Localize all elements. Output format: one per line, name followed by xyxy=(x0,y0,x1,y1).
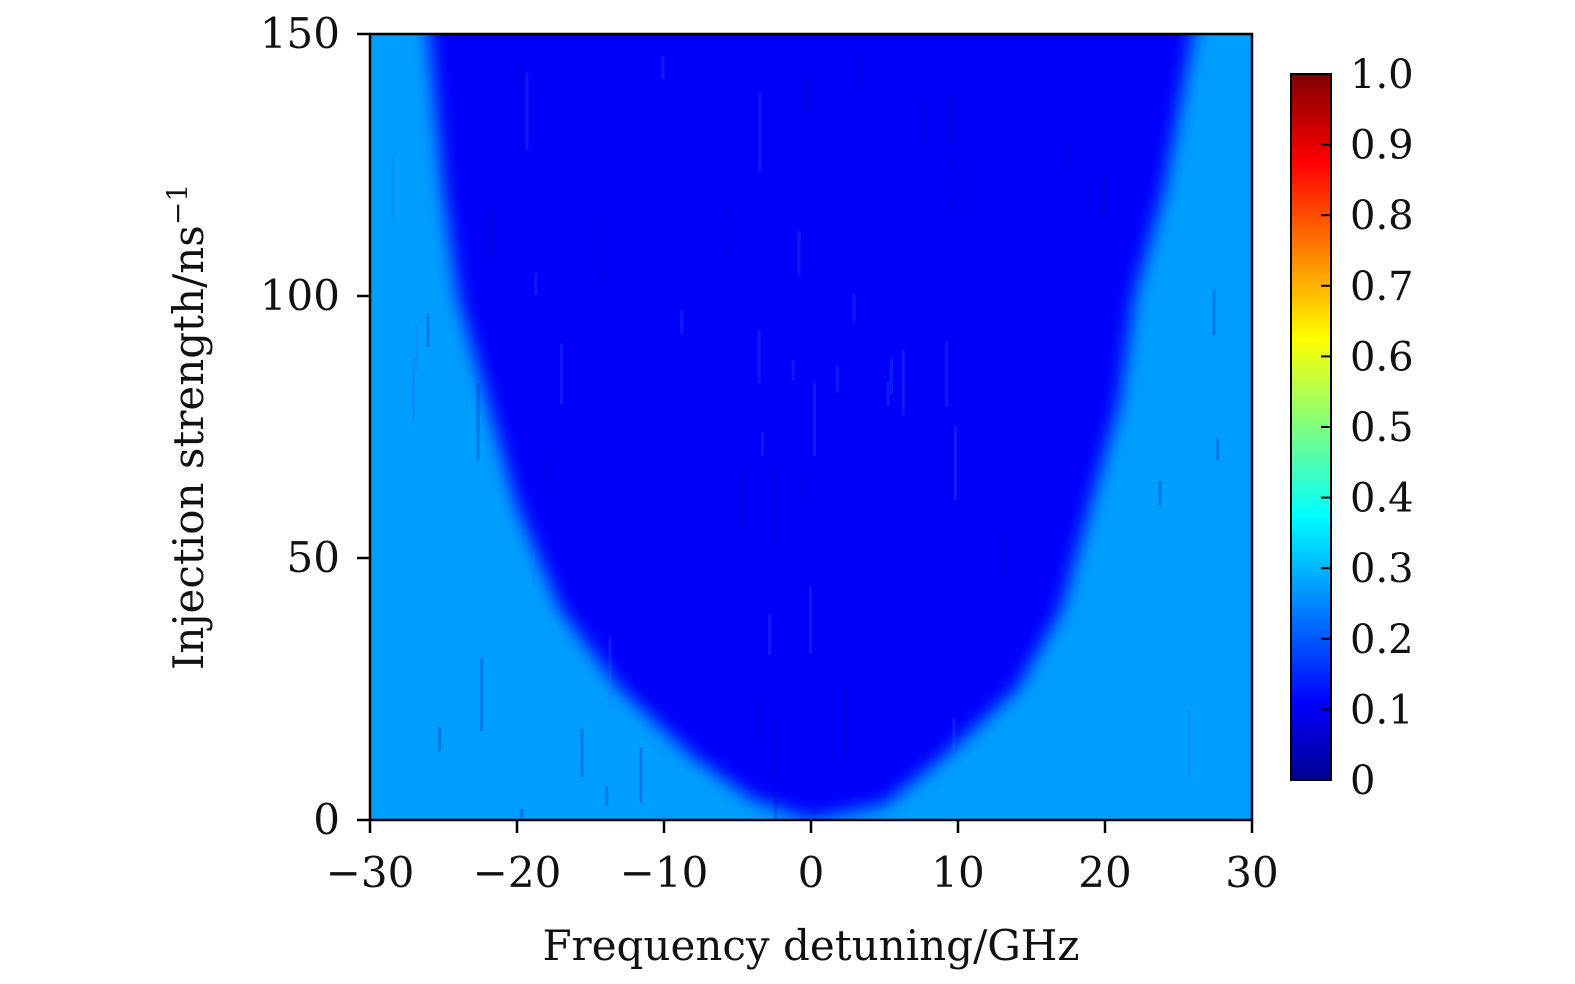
heatmap-streak xyxy=(680,309,684,334)
heatmap-streak xyxy=(739,466,743,527)
heatmap-streak xyxy=(1212,289,1216,336)
heatmap-streak xyxy=(945,341,949,407)
heatmap-streak xyxy=(412,358,415,419)
heatmap-streak xyxy=(889,356,893,394)
y-tick-label: 150 xyxy=(260,9,340,58)
colorbar-tick-label: 0.3 xyxy=(1350,546,1414,592)
heatmap-streak xyxy=(1216,438,1220,461)
x-axis-title: Frequency detuning/GHz xyxy=(542,921,1079,970)
heatmap-streak xyxy=(835,365,839,393)
heatmap-streak xyxy=(758,93,762,172)
heatmap-streak xyxy=(760,432,764,457)
y-axis-title-main: Injection strength/ns xyxy=(164,225,213,670)
heatmap-streak xyxy=(768,614,772,655)
x-tick-label: −20 xyxy=(473,848,562,897)
heatmap-streak xyxy=(580,728,584,778)
heatmap-texture xyxy=(391,52,1220,820)
heatmap-streak xyxy=(1187,710,1191,776)
x-tick-label: 30 xyxy=(1225,848,1278,897)
x-tick-label: 20 xyxy=(1078,848,1131,897)
heatmap-streak xyxy=(1067,141,1071,172)
heatmap-low-region xyxy=(428,34,1194,820)
heatmap-streak xyxy=(772,719,776,775)
colorbar-tick-label: 0.9 xyxy=(1350,123,1414,169)
heatmap-streak xyxy=(859,52,863,93)
colorbar-tick-label: 0.5 xyxy=(1350,405,1414,451)
colorbar-tick-label: 1.0 xyxy=(1350,52,1414,98)
heatmap-streak xyxy=(962,158,966,212)
x-tick-label: 0 xyxy=(798,848,825,897)
heatmap-streak xyxy=(886,380,890,407)
colorbar-tick-label: 0.8 xyxy=(1350,193,1414,239)
heatmap-streak xyxy=(772,468,776,543)
heatmap-streak xyxy=(608,636,612,709)
heatmap-streak xyxy=(850,812,854,820)
heatmap-streak xyxy=(415,324,419,372)
colorbar-tick-label: 0.6 xyxy=(1350,334,1414,380)
x-tick-label: −10 xyxy=(620,848,709,897)
heatmap-streak xyxy=(1002,536,1006,573)
heatmap-streak xyxy=(805,74,809,112)
heatmap-streak xyxy=(843,687,847,758)
heatmap-streak xyxy=(727,209,731,253)
heatmap-streak xyxy=(951,155,955,216)
heatmap-streak xyxy=(476,383,480,461)
heatmap-streak xyxy=(920,101,924,147)
heatmap-streak xyxy=(852,293,856,323)
heatmap-streak xyxy=(534,273,538,295)
heatmap-streak xyxy=(952,717,956,752)
heatmap-streak xyxy=(639,747,643,804)
y-tick-label: 100 xyxy=(260,271,340,320)
x-axis: −30 −20 −10 0 10 20 30 xyxy=(326,820,1279,897)
x-tick-label: −30 xyxy=(326,848,415,897)
heatmap-streak xyxy=(949,94,953,145)
heatmap-streak xyxy=(953,426,957,501)
y-tick-label: 50 xyxy=(287,533,340,582)
y-axis: 0 50 100 150 xyxy=(260,9,370,844)
heatmap-streak xyxy=(546,448,550,488)
heatmap-streak xyxy=(1102,174,1106,215)
heatmap-streak xyxy=(426,313,430,348)
colorbar-ticks: 0 0.1 0.2 0.3 0.4 0.5 0.6 0.7 0.8 0.9 1.0 xyxy=(1321,52,1414,804)
heatmap-streak xyxy=(490,210,493,257)
heatmap-streak xyxy=(391,155,395,218)
heatmap-streak xyxy=(1158,480,1162,506)
y-axis-title: Injection strength/ns−1 xyxy=(161,184,213,670)
x-tick-label: 10 xyxy=(931,848,984,897)
heatmap-streak xyxy=(901,349,905,416)
heatmap-streak xyxy=(813,383,816,456)
heatmap-streak xyxy=(602,220,606,285)
colorbar-tick-label: 0.4 xyxy=(1350,476,1414,522)
y-tick-label: 0 xyxy=(313,795,340,844)
heatmap-streak xyxy=(520,808,524,820)
heatmap-streak xyxy=(757,693,761,740)
colorbar-tick-label: 0.7 xyxy=(1350,264,1414,310)
heatmap-streak xyxy=(797,231,801,276)
plot-area xyxy=(368,32,1254,822)
heatmap-streak xyxy=(757,330,761,383)
heatmap-streak xyxy=(518,63,522,89)
heatmap-streak xyxy=(559,343,563,405)
colorbar: 0 0.1 0.2 0.3 0.4 0.5 0.6 0.7 0.8 0.9 1.0 xyxy=(1290,52,1414,804)
colorbar-tick-label: 0 xyxy=(1350,758,1375,804)
heatmap-streak xyxy=(525,73,529,150)
heatmap-streak xyxy=(808,586,812,654)
heatmap-streak xyxy=(661,55,665,80)
heatmap-streak xyxy=(774,794,778,820)
heatmap-streak xyxy=(480,657,484,732)
y-axis-title-sup: −1 xyxy=(161,184,194,225)
heatmap-streak xyxy=(791,359,795,381)
heatmap-streak xyxy=(438,726,442,752)
heatmap-streak xyxy=(532,550,536,585)
heatmap-streak xyxy=(802,474,806,502)
heatmap-streak xyxy=(605,785,609,807)
colorbar-tick-label: 0.1 xyxy=(1350,687,1414,733)
colorbar-tick-label: 0.2 xyxy=(1350,617,1414,663)
